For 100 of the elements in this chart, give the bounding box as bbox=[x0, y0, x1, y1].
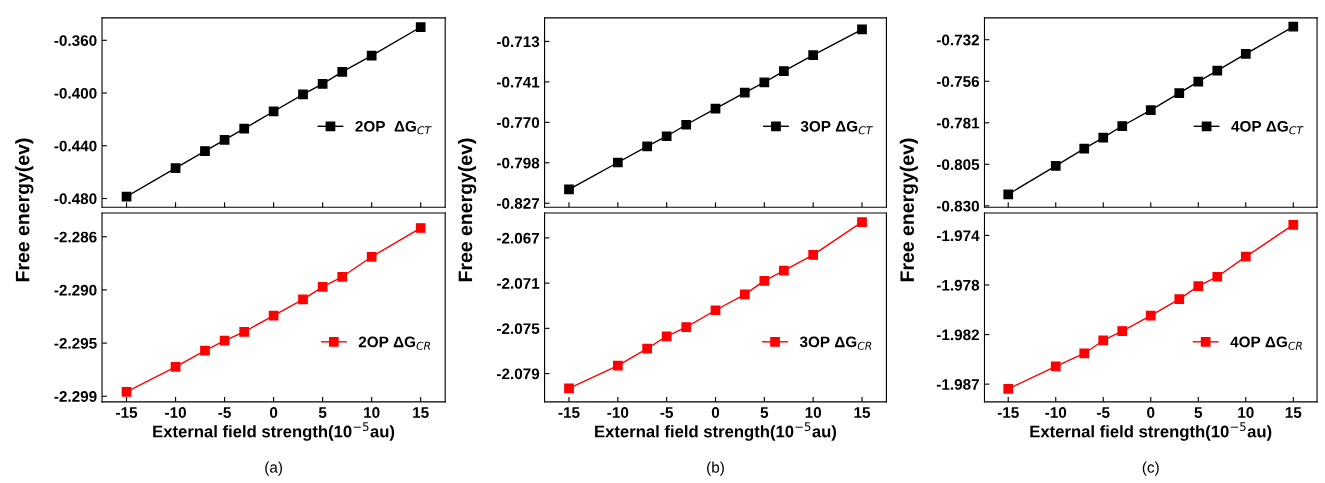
y-tick-label: -2.290 bbox=[54, 284, 97, 296]
point bbox=[1212, 271, 1223, 282]
y-tick-label: -0.732 bbox=[936, 34, 980, 46]
point bbox=[710, 305, 721, 316]
x-tick-label: -10 bbox=[1045, 407, 1067, 418]
y-tick-label: -1.974 bbox=[936, 230, 980, 242]
y-tick-label: -0.830 bbox=[936, 200, 979, 212]
point bbox=[298, 294, 308, 305]
y-tick-label: -0.781 bbox=[936, 117, 980, 129]
y-tick-label: -0.798 bbox=[497, 157, 540, 169]
y-tick-label: -1.978 bbox=[936, 279, 980, 291]
x-tick-label: 15 bbox=[413, 407, 429, 418]
legend-label: 2OP ΔG$_{CT}$ bbox=[355, 120, 432, 135]
point bbox=[170, 361, 181, 372]
point bbox=[1174, 88, 1185, 98]
point bbox=[612, 360, 623, 371]
y-tick-label: -0.400 bbox=[54, 87, 97, 99]
point bbox=[366, 50, 377, 61]
point bbox=[1174, 294, 1185, 305]
y-tick-label: -0.713 bbox=[497, 36, 540, 48]
point bbox=[200, 146, 210, 156]
point bbox=[1079, 348, 1090, 359]
y-tick-label: -2.295 bbox=[54, 337, 97, 349]
x-tick-label: 10 bbox=[364, 407, 380, 418]
point bbox=[642, 141, 652, 152]
y-axis-title: Free energy(ev) bbox=[457, 138, 477, 282]
point bbox=[1145, 310, 1156, 321]
legend-label: 3OP ΔG$_{CT}$ bbox=[800, 120, 873, 135]
point bbox=[1145, 105, 1156, 115]
x-tick-label: -10 bbox=[165, 407, 186, 418]
x-tick-label: 15 bbox=[1285, 407, 1302, 418]
point bbox=[1240, 251, 1251, 262]
x-tick-label: 5 bbox=[760, 407, 769, 418]
x-tick-label: 5 bbox=[318, 407, 327, 418]
point bbox=[808, 50, 819, 61]
y-tick-label: -0.827 bbox=[497, 198, 540, 209]
point bbox=[121, 386, 132, 397]
point bbox=[317, 281, 328, 292]
y-tick-label: -2.071 bbox=[497, 277, 540, 289]
point bbox=[239, 123, 250, 134]
y-axis-title: Free energy(ev) bbox=[15, 138, 34, 282]
x-tick-label: 10 bbox=[805, 407, 822, 418]
point bbox=[337, 67, 348, 77]
x-tick-label: 10 bbox=[1238, 407, 1254, 418]
y-tick-label: -2.075 bbox=[497, 323, 540, 335]
y-tick-label: -0.770 bbox=[497, 117, 540, 129]
y-tick-label: -0.805 bbox=[936, 159, 980, 171]
point bbox=[366, 251, 377, 262]
y-tick-label: -2.067 bbox=[497, 232, 540, 244]
point bbox=[612, 157, 623, 168]
point bbox=[1098, 132, 1109, 143]
point bbox=[857, 24, 867, 35]
point bbox=[415, 223, 426, 233]
point bbox=[1050, 361, 1061, 372]
point bbox=[857, 217, 867, 227]
point bbox=[298, 89, 308, 100]
y-tick-label: -0.480 bbox=[54, 193, 97, 205]
point bbox=[759, 275, 770, 286]
x-tick-label: 0 bbox=[1147, 407, 1155, 418]
point bbox=[564, 383, 574, 394]
point bbox=[1288, 21, 1299, 32]
point bbox=[1098, 335, 1109, 346]
y-tick-label: -2.299 bbox=[54, 391, 97, 402]
y-tick-label: -1.982 bbox=[936, 329, 980, 341]
x-tick-label: -15 bbox=[116, 407, 138, 418]
point bbox=[200, 345, 210, 356]
legend-label: 2OP ΔG$_{CR}$ bbox=[358, 336, 430, 350]
legend-label: 4OP ΔG$_{CR}$ bbox=[1230, 336, 1302, 350]
point bbox=[739, 87, 750, 98]
point bbox=[779, 66, 789, 76]
point bbox=[1079, 143, 1090, 154]
y-tick-label: -0.756 bbox=[936, 76, 980, 87]
x-axis-title: External field strength(10$^{−5}$au) bbox=[153, 422, 395, 441]
point bbox=[415, 22, 426, 32]
y-tick-label: -0.360 bbox=[54, 35, 97, 46]
x-tick-label: -15 bbox=[997, 407, 1019, 418]
point bbox=[1193, 76, 1204, 87]
text: (c) bbox=[1142, 461, 1159, 476]
x-tick-label: -5 bbox=[1097, 407, 1110, 418]
y-tick-label: -2.286 bbox=[54, 231, 97, 243]
x-axis-title: External field strength(10$^{−5}$au) bbox=[1030, 422, 1272, 441]
point bbox=[1117, 326, 1128, 336]
point bbox=[1003, 189, 1014, 200]
point bbox=[219, 134, 230, 145]
x-tick-label: -5 bbox=[660, 407, 674, 418]
point bbox=[239, 326, 250, 337]
point bbox=[1050, 160, 1061, 171]
point bbox=[1240, 48, 1251, 59]
x-tick-label: 0 bbox=[711, 407, 720, 418]
y-tick-label: -2.079 bbox=[497, 368, 540, 380]
point bbox=[1212, 65, 1223, 76]
y-axis-title: Free energy(ev) bbox=[899, 138, 918, 282]
point bbox=[317, 78, 328, 89]
point bbox=[1003, 384, 1014, 394]
point bbox=[661, 131, 672, 142]
point bbox=[564, 184, 574, 195]
point bbox=[759, 77, 770, 88]
x-tick-label: 5 bbox=[1194, 407, 1203, 418]
point bbox=[681, 322, 692, 333]
point bbox=[661, 331, 672, 342]
